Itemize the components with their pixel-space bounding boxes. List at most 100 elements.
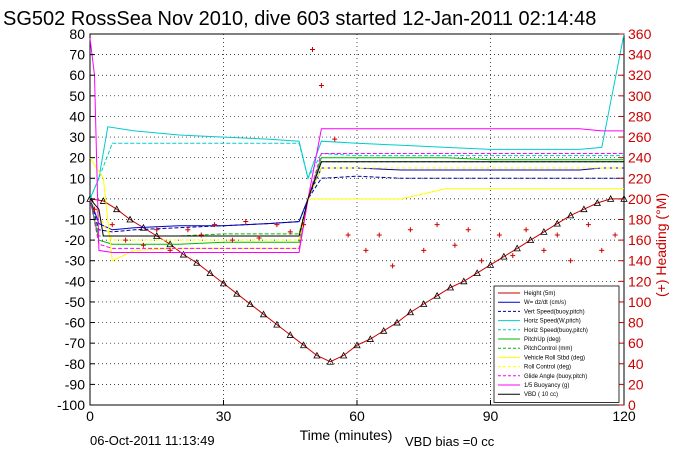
y-right-tick-label: 60 — [628, 335, 644, 351]
height-point — [313, 351, 321, 359]
legend-entry: VBD ( 10 cc) — [524, 392, 558, 398]
heading-point — [363, 247, 369, 253]
height-point — [406, 308, 415, 316]
x-axis-ticks: 0 30 60 90 120 — [86, 400, 636, 424]
height-point — [420, 300, 428, 307]
x-tick-label: 90 — [483, 408, 499, 424]
y-left-tick-label: -70 — [65, 335, 85, 351]
series-w-dz-dt-cm-s — [89, 167, 624, 231]
y-right-tick-label: 140 — [628, 253, 652, 269]
footer-timestamp: 06-Oct-2011 11:13:49 — [90, 433, 215, 448]
legend-entry: PitchControl (mm) — [524, 346, 572, 352]
y-right-axis-label: (+) Heading (°M) — [653, 193, 669, 297]
y-right-tick-label: 280 — [628, 108, 652, 124]
height-point — [273, 320, 281, 328]
series-glide-angle-buoy-pitch — [89, 153, 624, 249]
heading-point — [523, 227, 529, 233]
y-right-tick-label: 80 — [628, 315, 644, 331]
height-point — [473, 269, 481, 276]
height-point — [433, 291, 441, 299]
heading-point — [185, 227, 191, 233]
legend: Height (5m) W= dz/dt (cm/s) Vert Speed(buo… — [493, 285, 620, 403]
legend-entry: 1/5 Buoyancy (g) — [524, 383, 569, 389]
height-point — [113, 205, 121, 213]
heading-point — [229, 237, 235, 243]
y-right-tick-label: 360 — [628, 26, 652, 42]
y-left-tick-label: 20 — [69, 150, 85, 166]
x-tick-label: 0 — [86, 408, 94, 424]
heading-point — [109, 222, 115, 228]
heading-point — [407, 227, 413, 233]
legend-entry: Vehicle Roll Stbd (deg) — [524, 355, 585, 361]
heading-point — [465, 227, 471, 233]
y-left-tick-label: 10 — [69, 170, 85, 186]
y-left-tick-label: -50 — [65, 294, 85, 310]
legend-entry: PitchUp (deg) — [524, 337, 561, 343]
x-tick-label: 120 — [612, 408, 636, 424]
legend-entry: Horiz Speed(W,pitch) — [524, 319, 581, 325]
y-right-axis-ticks: 3603403203002802602402202001801601401201… — [619, 26, 652, 413]
heading-point — [452, 242, 458, 248]
height-point — [446, 283, 455, 291]
y-right-tick-label: 240 — [628, 150, 652, 166]
series-line — [89, 153, 624, 249]
heading-point — [274, 222, 280, 228]
heading-point — [167, 247, 173, 253]
series-pitchup-deg — [89, 157, 624, 245]
height-point — [353, 341, 361, 349]
y-right-tick-label: 340 — [628, 47, 652, 63]
heading-point — [421, 247, 427, 253]
heading-point — [541, 247, 547, 253]
height-point — [580, 205, 588, 213]
height-point — [540, 228, 548, 235]
heading-point — [376, 232, 382, 238]
heading-point — [154, 227, 160, 233]
height-point — [259, 310, 268, 318]
y-right-tick-label: 300 — [628, 88, 652, 104]
height-point — [513, 244, 521, 252]
height-point — [286, 331, 294, 338]
series-line — [89, 157, 624, 245]
height-point — [500, 252, 508, 260]
x-tick-label: 30 — [216, 408, 232, 424]
heading-point — [510, 253, 516, 259]
y-right-tick-label: 180 — [628, 212, 652, 228]
height-point — [326, 357, 334, 365]
heading-point — [599, 247, 605, 253]
y-right-tick-label: 100 — [628, 294, 652, 310]
y-left-tick-label: -10 — [65, 212, 85, 228]
y-right-tick-label: 160 — [628, 232, 652, 248]
heading-point — [390, 263, 396, 269]
height-point — [553, 219, 561, 227]
y-left-tick-label: -80 — [65, 356, 85, 372]
y-right-tick-label: 20 — [628, 376, 644, 392]
series-line — [89, 33, 625, 200]
y-left-tick-label: 0 — [77, 191, 85, 207]
series-line — [89, 161, 624, 237]
height-point — [299, 341, 308, 349]
heading-point — [256, 235, 262, 241]
heading-point — [310, 46, 315, 52]
heading-point — [91, 206, 97, 212]
series-line — [89, 167, 624, 241]
series-horiz-speed-w-pitch — [89, 33, 625, 200]
y-left-tick-label: -40 — [65, 273, 85, 289]
y-right-tick-label: 260 — [628, 129, 652, 145]
series-line — [89, 198, 624, 363]
height-point — [193, 258, 201, 266]
legend-entry: Roll Control (deg) — [524, 365, 571, 371]
y-left-tick-label: 30 — [69, 129, 85, 145]
y-left-tick-label: 60 — [69, 67, 85, 83]
height-point — [460, 277, 468, 285]
series-layer — [86, 33, 628, 365]
height-point — [206, 269, 214, 276]
heading-point — [332, 136, 338, 142]
height-point — [366, 335, 375, 342]
series-roll-control-deg — [89, 167, 624, 241]
footer-vbd-bias: VBD bias =0 cc — [405, 434, 495, 449]
heading-point — [243, 219, 249, 225]
y-right-tick-label: 200 — [628, 191, 652, 207]
y-right-tick-label: 120 — [628, 273, 652, 289]
y-left-tick-label: 80 — [69, 26, 85, 42]
